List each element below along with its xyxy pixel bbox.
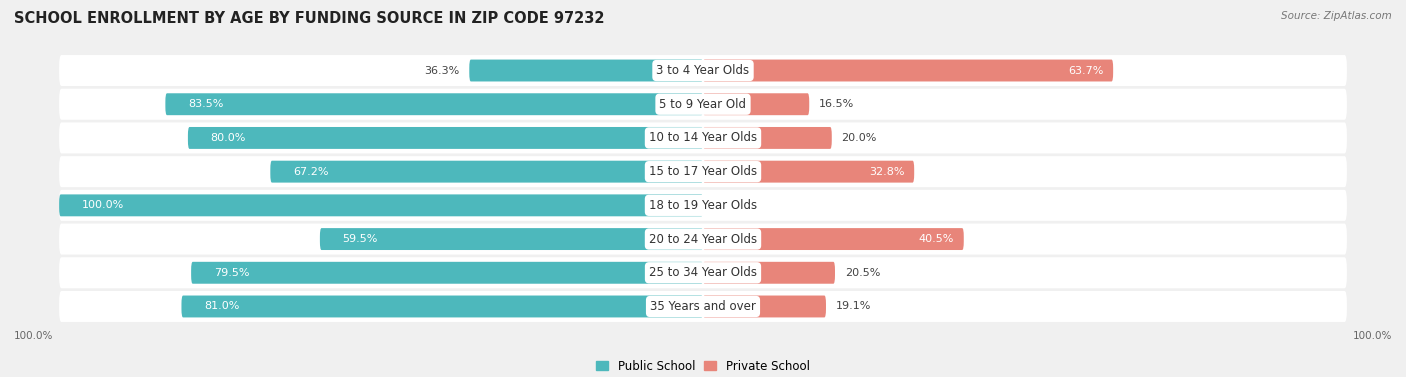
FancyBboxPatch shape (188, 127, 703, 149)
FancyBboxPatch shape (270, 161, 703, 182)
Text: 100.0%: 100.0% (14, 331, 53, 341)
FancyBboxPatch shape (59, 190, 1347, 221)
FancyBboxPatch shape (59, 89, 1347, 120)
FancyBboxPatch shape (59, 123, 1347, 153)
FancyBboxPatch shape (703, 228, 963, 250)
Text: 81.0%: 81.0% (204, 302, 239, 311)
Legend: Public School, Private School: Public School, Private School (592, 355, 814, 377)
Text: 20 to 24 Year Olds: 20 to 24 Year Olds (650, 233, 756, 245)
Text: 35 Years and over: 35 Years and over (650, 300, 756, 313)
FancyBboxPatch shape (703, 127, 832, 149)
FancyBboxPatch shape (321, 228, 703, 250)
FancyBboxPatch shape (470, 60, 703, 81)
Text: 15 to 17 Year Olds: 15 to 17 Year Olds (650, 165, 756, 178)
FancyBboxPatch shape (181, 296, 703, 317)
FancyBboxPatch shape (59, 291, 1347, 322)
Text: 5 to 9 Year Old: 5 to 9 Year Old (659, 98, 747, 111)
FancyBboxPatch shape (703, 93, 810, 115)
FancyBboxPatch shape (191, 262, 703, 284)
FancyBboxPatch shape (59, 257, 1347, 288)
Text: 25 to 34 Year Olds: 25 to 34 Year Olds (650, 266, 756, 279)
Text: 83.5%: 83.5% (188, 99, 224, 109)
Text: 19.1%: 19.1% (835, 302, 870, 311)
Text: 67.2%: 67.2% (292, 167, 329, 177)
FancyBboxPatch shape (59, 156, 1347, 187)
Text: 80.0%: 80.0% (211, 133, 246, 143)
Text: 20.5%: 20.5% (845, 268, 880, 278)
Text: 100.0%: 100.0% (82, 200, 124, 210)
Text: 20.0%: 20.0% (841, 133, 877, 143)
FancyBboxPatch shape (59, 55, 1347, 86)
FancyBboxPatch shape (166, 93, 703, 115)
Text: 63.7%: 63.7% (1069, 66, 1104, 75)
Text: 79.5%: 79.5% (214, 268, 249, 278)
FancyBboxPatch shape (59, 195, 703, 216)
Text: 18 to 19 Year Olds: 18 to 19 Year Olds (650, 199, 756, 212)
FancyBboxPatch shape (59, 224, 1347, 254)
Text: 59.5%: 59.5% (343, 234, 378, 244)
Text: 32.8%: 32.8% (869, 167, 904, 177)
FancyBboxPatch shape (703, 161, 914, 182)
Text: 40.5%: 40.5% (918, 234, 955, 244)
Text: 3 to 4 Year Olds: 3 to 4 Year Olds (657, 64, 749, 77)
FancyBboxPatch shape (703, 60, 1114, 81)
Text: 0.0%: 0.0% (713, 200, 741, 210)
Text: 100.0%: 100.0% (1353, 331, 1392, 341)
Text: 36.3%: 36.3% (425, 66, 460, 75)
FancyBboxPatch shape (703, 296, 825, 317)
Text: Source: ZipAtlas.com: Source: ZipAtlas.com (1281, 11, 1392, 21)
Text: 10 to 14 Year Olds: 10 to 14 Year Olds (650, 132, 756, 144)
FancyBboxPatch shape (703, 262, 835, 284)
Text: 16.5%: 16.5% (818, 99, 855, 109)
Text: SCHOOL ENROLLMENT BY AGE BY FUNDING SOURCE IN ZIP CODE 97232: SCHOOL ENROLLMENT BY AGE BY FUNDING SOUR… (14, 11, 605, 26)
